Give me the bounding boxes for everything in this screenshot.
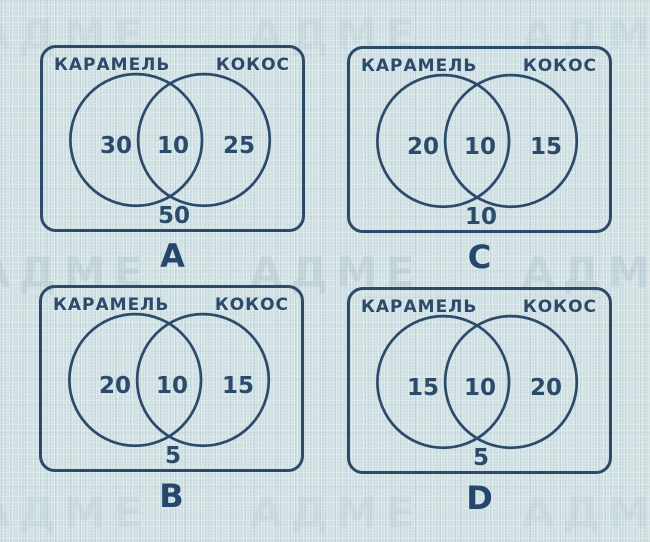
watermark-text: АДМЕ	[0, 248, 151, 297]
coconut-only-count: 15	[529, 134, 563, 160]
caramel-only-count: 20	[98, 373, 132, 399]
watermark-text: АДМЕ	[0, 488, 151, 537]
left-circle	[69, 72, 204, 208]
both-count: 10	[463, 375, 497, 401]
neither-count: 5	[472, 445, 490, 471]
option-letter: A	[160, 237, 185, 275]
coconut-label: КОКОС	[522, 56, 597, 76]
venn-card: КАРАМЕЛЬ КОКОС 30 10 25 50	[40, 45, 305, 232]
right-circle	[443, 73, 579, 209]
both-count: 10	[156, 133, 190, 159]
caramel-label: КАРАМЕЛЬ	[361, 56, 478, 76]
caramel-label: КАРАМЕЛЬ	[54, 55, 171, 75]
coconut-only-count: 15	[221, 373, 255, 399]
venn-card: КАРАМЕЛЬ КОКОС 20 10 15 5	[39, 285, 304, 472]
caramel-label: КАРАМЕЛЬ	[53, 295, 170, 315]
watermark-text: АДМЕ	[0, 10, 151, 59]
left-circle	[376, 73, 511, 209]
left-circle	[68, 312, 203, 448]
venn-diagram	[68, 312, 271, 448]
venn-diagram	[376, 314, 579, 450]
coconut-label: КОКОС	[215, 55, 290, 75]
coconut-only-count: 25	[222, 133, 256, 159]
right-circle	[136, 72, 272, 208]
option-letter: D	[466, 479, 493, 517]
venn-panel-c: КАРАМЕЛЬ КОКОС 20 10 15 10 C	[347, 46, 612, 276]
watermark-text: АДМЕ	[522, 488, 650, 537]
neither-count: 10	[464, 204, 498, 230]
watermark-text: АДМЕ	[250, 488, 423, 537]
option-letter: C	[467, 238, 492, 276]
venn-panel-a: КАРАМЕЛЬ КОКОС 30 10 25 50 A	[40, 45, 305, 275]
watermark-text: АДМЕ	[250, 10, 423, 59]
coconut-label: КОКОС	[214, 295, 289, 315]
caramel-only-count: 15	[406, 375, 440, 401]
caramel-label: КАРАМЕЛЬ	[361, 297, 478, 317]
coconut-only-count: 20	[529, 375, 563, 401]
right-circle	[443, 314, 579, 450]
caramel-only-count: 20	[406, 134, 440, 160]
both-count: 10	[463, 134, 497, 160]
left-circle	[376, 314, 511, 450]
caramel-only-count: 30	[99, 133, 133, 159]
venn-panel-d: КАРАМЕЛЬ КОКОС 15 10 20 5 D	[347, 287, 612, 517]
neither-count: 50	[157, 203, 191, 229]
venn-panel-b: КАРАМЕЛЬ КОКОС 20 10 15 5 B	[39, 285, 304, 515]
venn-card: КАРАМЕЛЬ КОКОС 15 10 20 5	[347, 287, 612, 474]
right-circle	[135, 312, 271, 448]
watermark-text: АДМЕ	[522, 10, 650, 59]
both-count: 10	[155, 373, 189, 399]
venn-diagram	[69, 72, 272, 208]
coconut-label: КОКОС	[522, 297, 597, 317]
venn-card: КАРАМЕЛЬ КОКОС 20 10 15 10	[347, 46, 612, 233]
neither-count: 5	[164, 443, 182, 469]
option-letter: B	[159, 477, 184, 515]
venn-diagram	[376, 73, 579, 209]
